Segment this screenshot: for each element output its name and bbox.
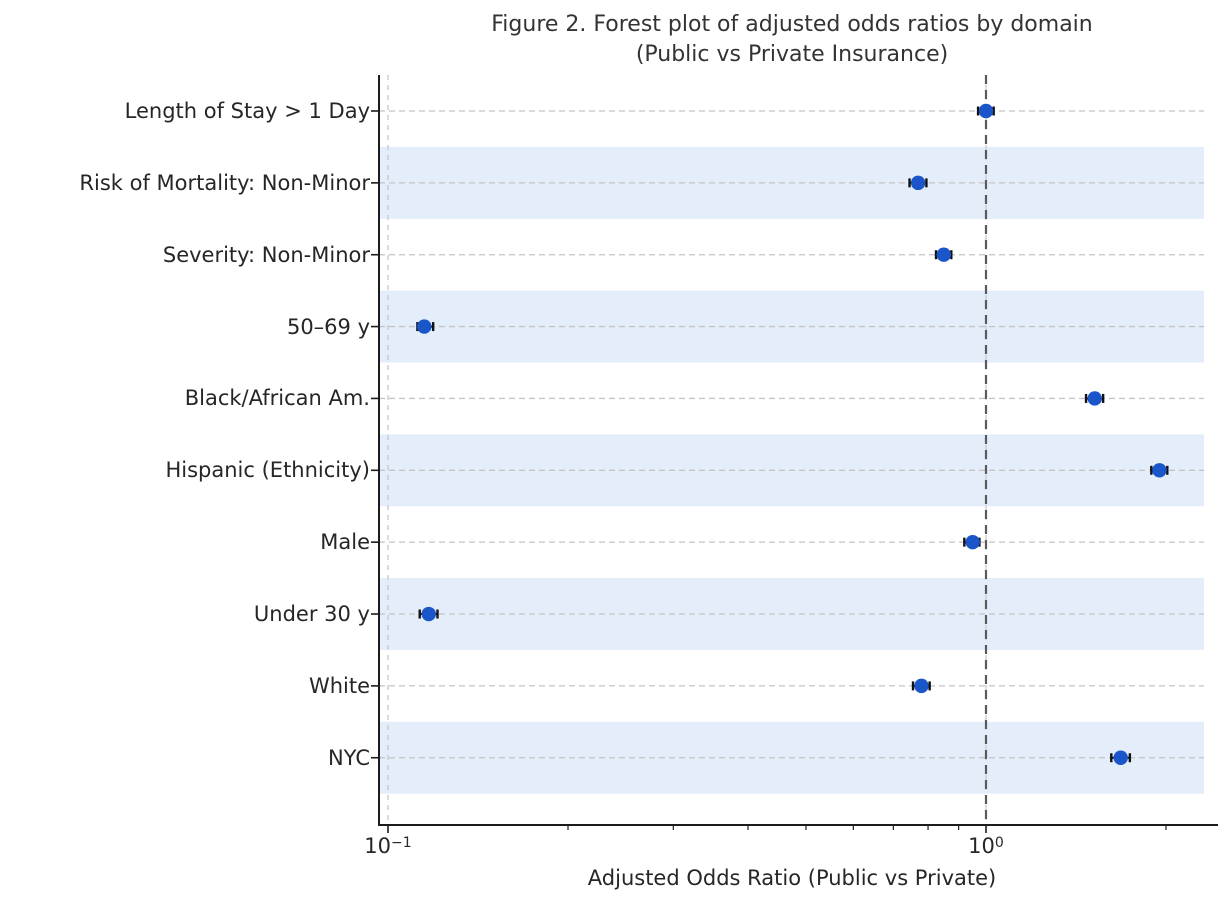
data-point — [936, 247, 951, 262]
y-axis-label: White — [308, 673, 370, 698]
data-point — [914, 678, 929, 694]
y-axis-label: Black/African Am. — [184, 386, 370, 411]
y-axis-label: Hispanic (Ethnicity) — [165, 458, 370, 483]
chart-title-line-1: Figure 2. Forest plot of adjusted odds r… — [491, 12, 1093, 37]
data-point — [417, 319, 432, 334]
y-axis-label: Severity: Non-Minor — [162, 242, 370, 267]
y-axis-label: Male — [320, 530, 370, 555]
y-axis-label: Length of Stay > 1 Day — [124, 99, 370, 123]
data-point — [978, 103, 994, 119]
data-point — [910, 175, 926, 191]
y-axis-label: NYC — [327, 745, 370, 770]
x-axis-tick-label: 10−1 — [364, 834, 412, 858]
y-axis-label: 50–69 y — [286, 314, 370, 339]
y-axis-label: Under 30 y — [253, 602, 370, 627]
y-axis-label: Risk of Mortality: Non-Minor — [79, 170, 370, 195]
data-point — [1087, 391, 1102, 406]
x-axis-label: Adjusted Odds Ratio (Public vs Private) — [587, 866, 997, 890]
chart-title-line-2: (Public vs Private Insurance) — [635, 42, 949, 67]
data-point — [965, 534, 980, 550]
data-point — [1113, 750, 1128, 765]
data-point — [421, 606, 436, 622]
data-point — [1152, 463, 1167, 478]
x-axis-tick-label: 100 — [968, 834, 1004, 858]
